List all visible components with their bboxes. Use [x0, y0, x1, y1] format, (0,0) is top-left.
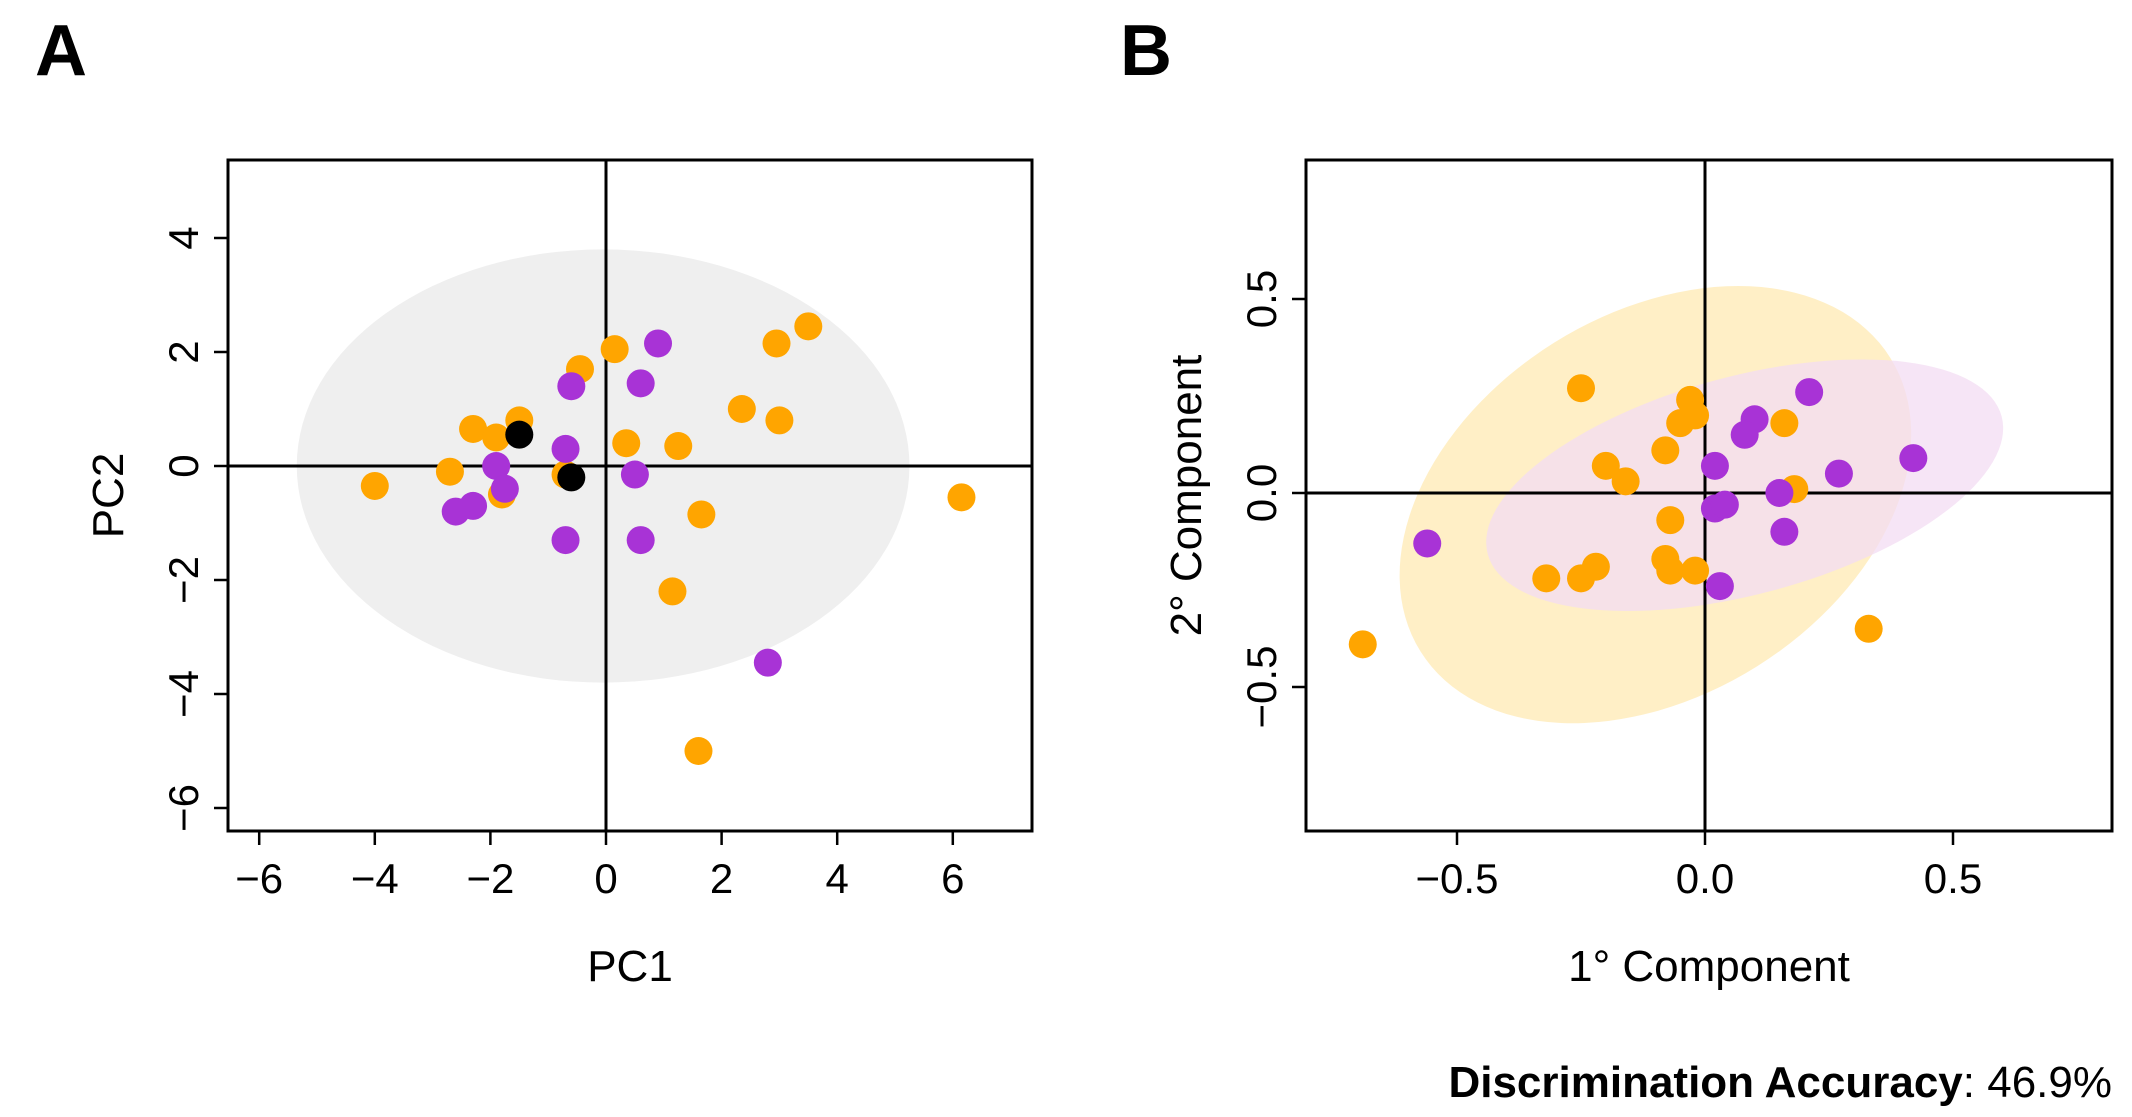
data-point-purple — [1824, 459, 1853, 488]
data-point-orange — [947, 483, 976, 512]
y-tick-label: 4 — [160, 226, 207, 249]
data-point-purple — [753, 648, 782, 677]
x-tick-label: −4 — [351, 855, 399, 902]
data-point-orange — [1854, 614, 1883, 643]
x-tick-label: 0 — [594, 855, 617, 902]
panel-label: B — [1120, 11, 1172, 91]
data-point-orange — [612, 429, 641, 458]
data-point-purple — [1730, 420, 1759, 449]
plot-frame — [226, 158, 1034, 833]
data-point-orange — [1681, 401, 1710, 430]
y-axis-label: PC2 — [84, 453, 133, 539]
y-tick-label: 2 — [160, 340, 207, 363]
discrimination-accuracy: Discrimination Accuracy: 46.9% — [1448, 1058, 2112, 1108]
x-tick-label: 4 — [826, 855, 849, 902]
data-point-purple — [1795, 378, 1824, 407]
data-point-orange — [1532, 564, 1561, 593]
x-tick-label: 2 — [710, 855, 733, 902]
x-tick-label: −0.5 — [1416, 855, 1499, 902]
data-point-purple — [441, 497, 470, 526]
accuracy-label: Discrimination Accuracy — [1448, 1058, 1963, 1107]
data-point-purple — [626, 526, 655, 555]
data-point-orange — [664, 432, 693, 461]
data-point-orange — [1348, 630, 1377, 659]
data-point-purple — [482, 452, 511, 480]
plot-area — [1306, 160, 2112, 831]
data-point-purple — [626, 369, 655, 398]
data-point-orange — [459, 414, 488, 443]
data-point-purple — [1413, 529, 1442, 558]
data-point-orange — [684, 737, 713, 765]
data-point-purple — [557, 372, 586, 401]
data-point-orange — [658, 577, 687, 606]
data-point-orange — [1681, 556, 1710, 585]
panel-a: A −6 −4 −2 0 2 4 6 −6 −4 −2 0 2 4 PC1 PC2 — [35, 11, 1034, 991]
x-axis-label: PC1 — [587, 942, 673, 991]
data-point-orange — [1651, 436, 1680, 465]
y-tick-label: −6 — [160, 784, 207, 832]
x-tick-label: −2 — [466, 855, 514, 902]
y-tick-label: 0 — [160, 454, 207, 477]
data-point-orange — [765, 406, 794, 435]
x-tick-label: −6 — [235, 855, 283, 902]
data-point-orange — [435, 457, 464, 486]
data-point-orange — [727, 395, 756, 423]
data-point-orange — [1591, 451, 1620, 480]
data-point-purple — [1770, 517, 1799, 546]
data-point-purple — [1705, 572, 1734, 601]
data-point-purple — [1710, 490, 1739, 519]
data-point-purple — [490, 474, 519, 503]
data-point-black — [505, 420, 534, 449]
x-axis-label: 1° Component — [1568, 942, 1850, 991]
y-tick-label: −0.5 — [1238, 646, 1285, 729]
data-point-black — [557, 463, 586, 492]
data-point-orange — [1567, 374, 1595, 403]
y-tick-label: 0.0 — [1238, 464, 1285, 522]
plot-frame — [1304, 158, 2114, 833]
data-point-purple — [551, 434, 580, 463]
panel-b: B −0.5 0.0 0.5 −0.5 0.0 0.5 1° Component 2° Comp… — [1120, 11, 2114, 991]
data-point-purple — [1700, 451, 1729, 480]
data-point-orange — [1770, 409, 1799, 438]
data-point-orange — [1656, 556, 1685, 585]
x-tick-label: 6 — [941, 855, 964, 902]
confidence-ellipse — [1486, 359, 2004, 612]
y-tick-label: 0.5 — [1238, 270, 1285, 328]
data-point-orange — [600, 335, 629, 364]
data-point-purple — [1765, 479, 1794, 507]
plot-area — [228, 160, 1032, 831]
data-point-orange — [794, 312, 823, 341]
data-point-purple — [644, 329, 673, 358]
y-axis-label: 2° Component — [1162, 355, 1211, 637]
data-point-orange — [762, 329, 791, 358]
accuracy-value: : 46.9% — [1962, 1058, 2112, 1107]
data-point-orange — [1581, 552, 1610, 581]
data-point-orange — [1656, 506, 1685, 535]
data-point-orange — [360, 471, 389, 500]
data-point-orange — [482, 423, 511, 452]
data-point-orange — [687, 500, 716, 529]
data-point-purple — [620, 460, 649, 489]
data-point-purple — [551, 526, 580, 555]
x-tick-label: 0.0 — [1676, 855, 1734, 902]
x-tick-label: 0.5 — [1924, 855, 1982, 902]
y-tick-label: −4 — [160, 670, 207, 718]
data-point-purple — [1899, 444, 1928, 473]
panel-label: A — [35, 11, 87, 91]
data-point-orange — [1611, 467, 1640, 496]
y-tick-label: −2 — [160, 556, 207, 604]
